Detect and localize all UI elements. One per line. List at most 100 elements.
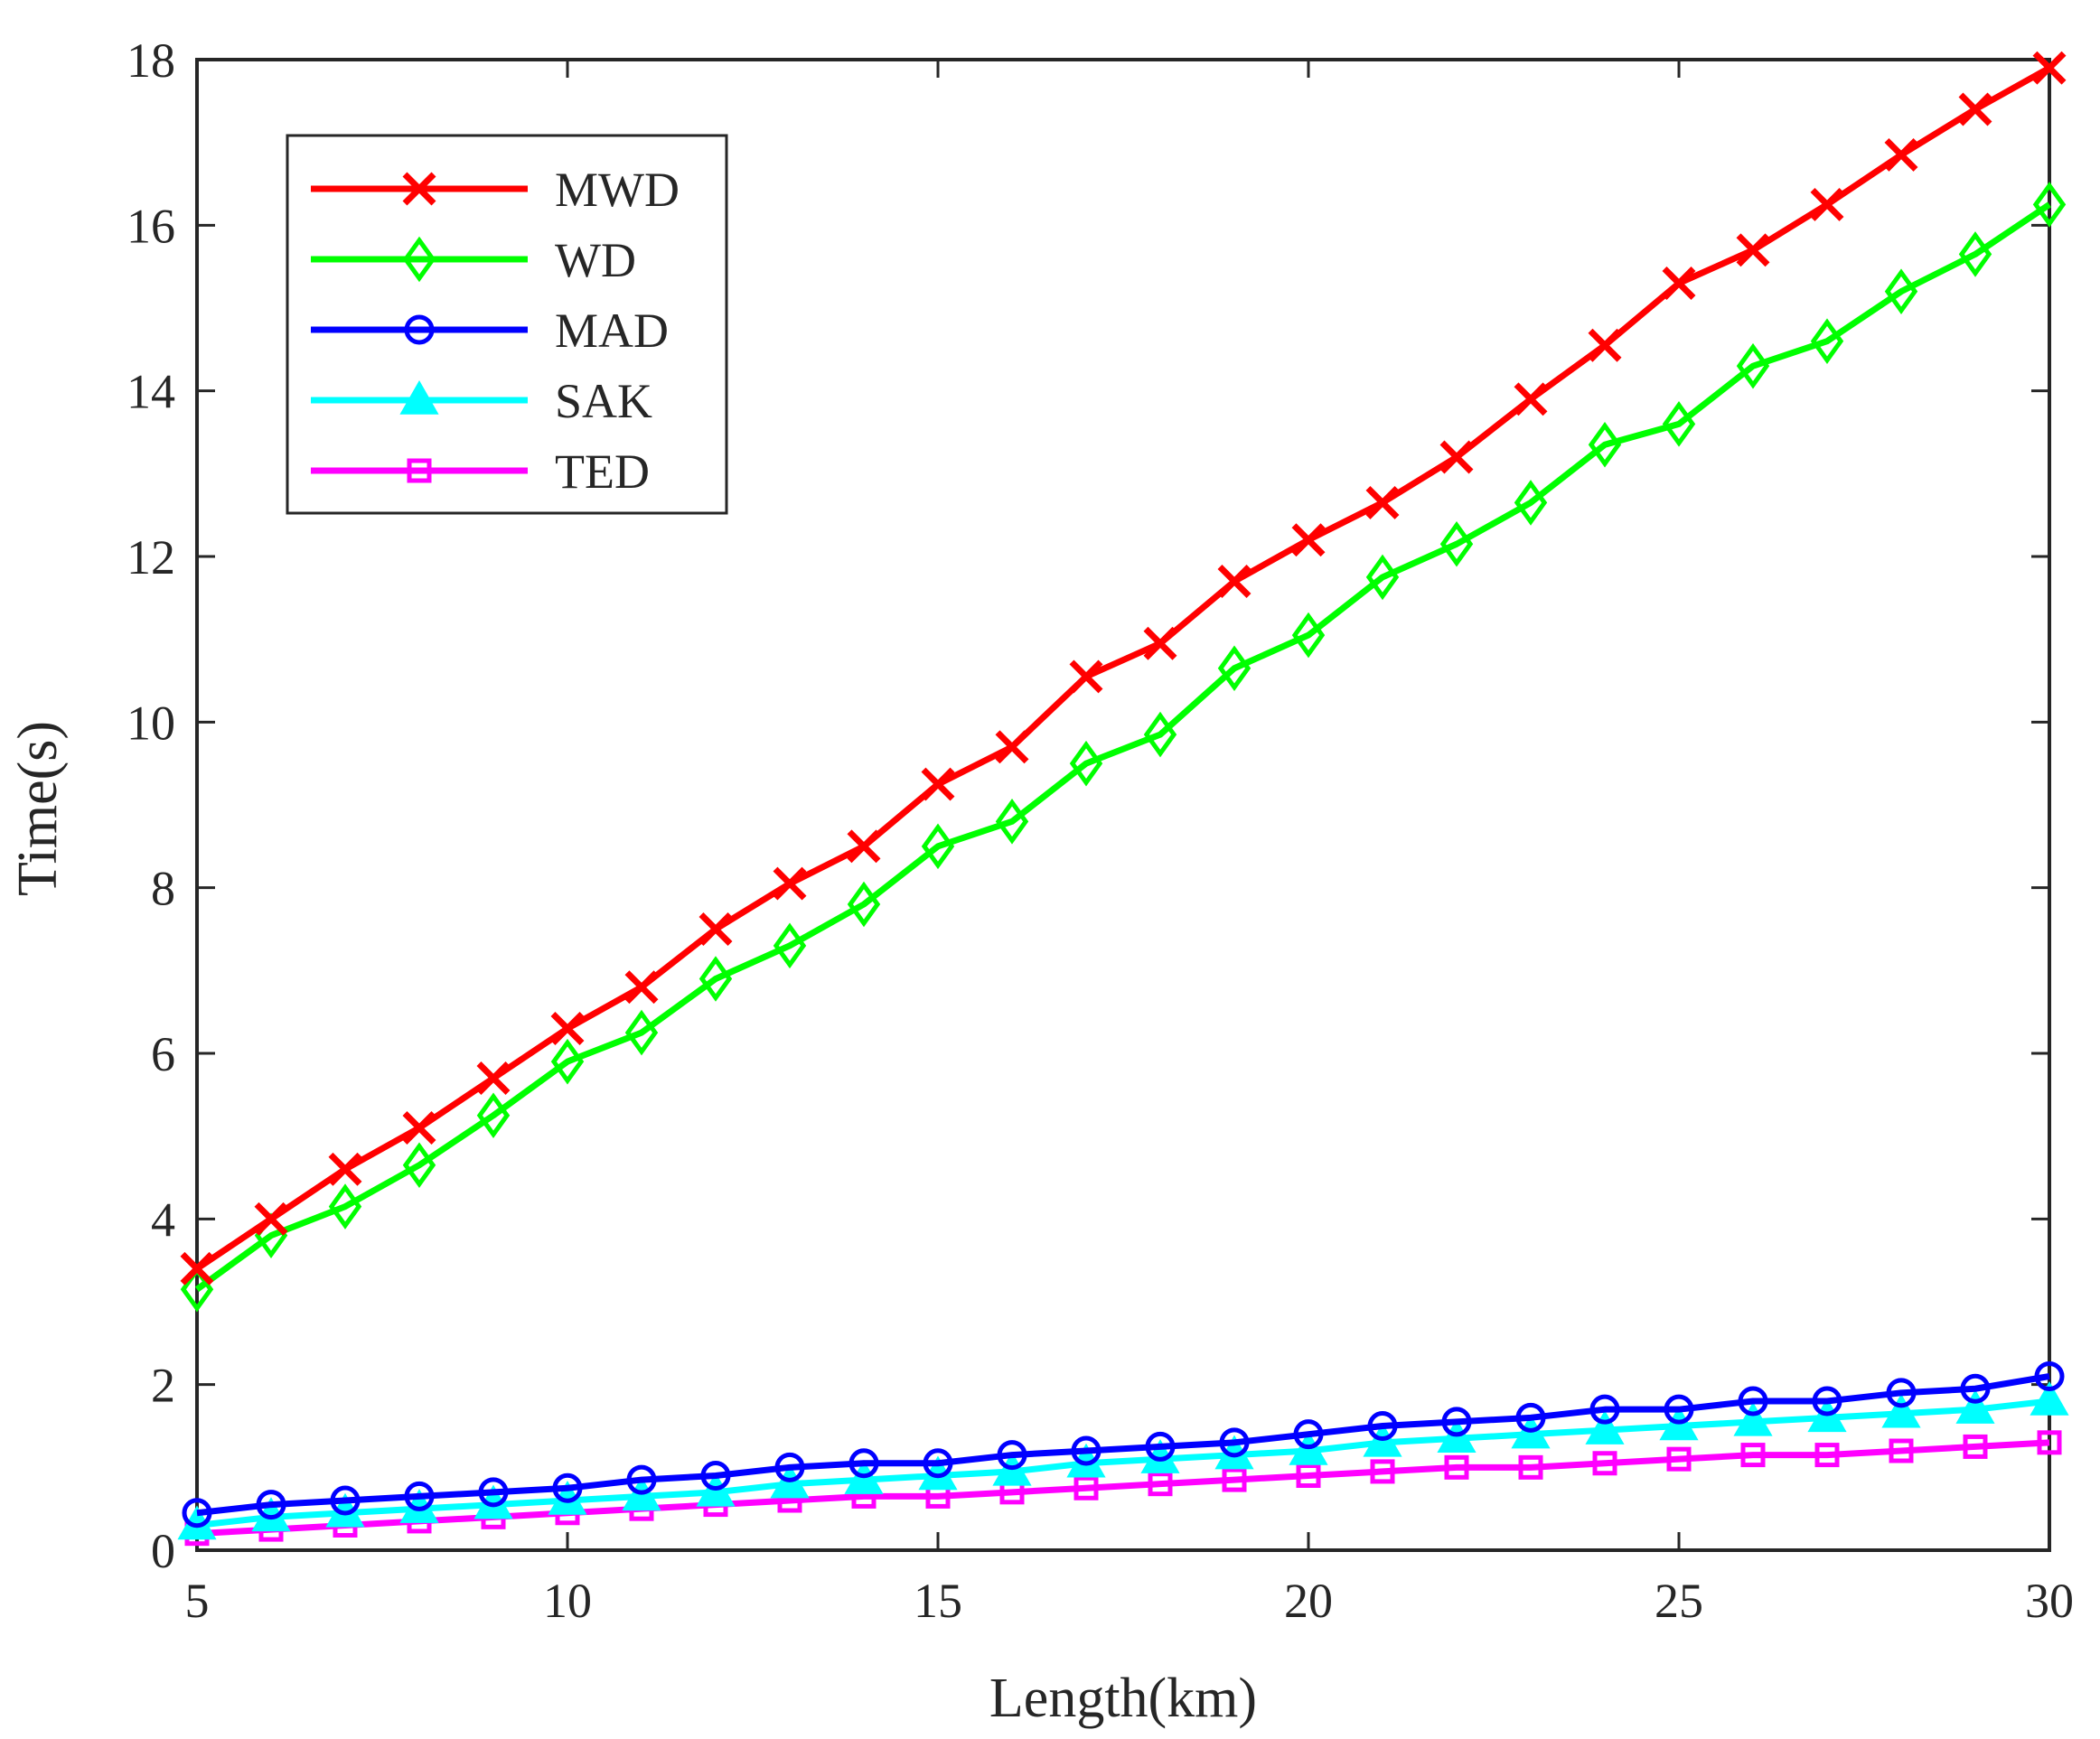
y-tick-label: 12 (127, 530, 175, 584)
data-point-wd (1143, 711, 1177, 758)
data-point-mwd (1588, 328, 1622, 362)
data-point-mad (923, 1448, 953, 1479)
data-point-wd (1439, 520, 1474, 567)
data-point-mad (626, 1464, 657, 1495)
data-point-mad (256, 1490, 286, 1520)
series-sak (177, 1380, 2069, 1540)
data-point-mwd (1958, 92, 1992, 126)
x-tick-label: 30 (2025, 1574, 2074, 1628)
data-point-mwd (1143, 626, 1177, 660)
data-point-ted (1518, 1454, 1543, 1480)
data-point-wd (328, 1183, 362, 1229)
legend-item-mwd: MWD (311, 163, 680, 217)
data-point-mwd (2032, 51, 2067, 85)
y-tick-label: 2 (151, 1359, 175, 1413)
data-point-sak (1733, 1401, 1773, 1436)
data-point-wd (550, 1038, 585, 1085)
legend-marker-wd (402, 236, 436, 283)
data-point-mwd (1736, 233, 1770, 267)
y-tick-label: 6 (151, 1027, 175, 1081)
data-point-mwd (1514, 382, 1548, 416)
legend: MWD WD MAD SAK TED (286, 134, 728, 515)
data-point-mwd (847, 829, 881, 864)
data-point-ted (1814, 1443, 1840, 1468)
x-tick-label: 20 (1284, 1574, 1333, 1628)
data-point-wd (476, 1092, 511, 1139)
data-point-sak (1955, 1389, 1995, 1424)
data-point-ted (1666, 1446, 1692, 1472)
data-point-mwd (773, 866, 807, 901)
data-point-mad (1367, 1411, 1398, 1441)
data-point-mwd (254, 1201, 288, 1236)
data-point-wd (1810, 318, 1844, 364)
series-wd (180, 182, 2067, 1313)
data-point-mad (2034, 1361, 2065, 1391)
data-point-ted (1963, 1434, 1988, 1459)
data-point-mad (1515, 1402, 1546, 1433)
data-point-sak (1585, 1410, 1625, 1444)
legend-marker-ted (407, 458, 432, 483)
data-point-ted (1370, 1459, 1395, 1484)
series-mwd (180, 51, 2067, 1286)
legend-marker-sak (399, 379, 439, 415)
data-point-mwd (1662, 266, 1696, 300)
data-point-ted (2037, 1430, 2062, 1455)
data-point-mwd (1291, 523, 1326, 557)
data-point-mad (1071, 1435, 1102, 1466)
data-point-mwd (698, 912, 733, 946)
data-point-mad (1812, 1386, 1842, 1416)
data-point-wd (1736, 342, 1770, 389)
data-point-wd (921, 823, 955, 870)
y-tick-label: 8 (151, 862, 175, 916)
legend-item-ted: TED (311, 444, 650, 499)
data-point-mwd (550, 1012, 585, 1045)
y-axis-label: Time(s) (7, 721, 69, 896)
data-point-wd (2032, 182, 2067, 228)
y-tick-label: 0 (151, 1524, 175, 1578)
legend-item-wd: WD (311, 233, 636, 287)
data-point-mwd (476, 1061, 511, 1095)
data-point-wd (180, 1266, 214, 1313)
data-point-mwd (995, 730, 1029, 764)
legend-marker-mwd (402, 172, 436, 206)
data-point-mad (774, 1452, 805, 1482)
data-point-mad (1886, 1378, 1917, 1408)
data-point-wd (1069, 740, 1103, 787)
series-layer (177, 51, 2069, 1547)
data-point-mwd (1217, 565, 1252, 598)
legend-label-mad: MAD (555, 304, 669, 358)
legend-label-ted: TED (555, 444, 650, 499)
data-point-mad (182, 1498, 212, 1529)
data-point-wd (1217, 645, 1252, 692)
data-point-sak (1881, 1393, 1921, 1428)
legend-label-wd: WD (555, 233, 636, 287)
data-point-wd (1588, 421, 1622, 468)
data-point-mwd (402, 1111, 436, 1145)
data-point-wd (1662, 401, 1696, 447)
data-point-wd (773, 922, 807, 969)
data-point-ted (1740, 1443, 1766, 1468)
x-tick-label: 5 (185, 1574, 210, 1628)
data-point-mad (1664, 1394, 1694, 1425)
data-point-mwd (1810, 187, 1844, 221)
data-point-mad (330, 1485, 361, 1516)
data-point-mad (1960, 1373, 1991, 1404)
x-tick-label: 15 (914, 1574, 962, 1628)
data-point-mad (997, 1440, 1027, 1471)
data-point-mad (1441, 1407, 1472, 1437)
y-tick-label: 14 (127, 365, 175, 419)
x-tick-label: 25 (1655, 1574, 1703, 1628)
legend-label-sak: SAK (555, 374, 652, 428)
data-point-ted (1148, 1472, 1173, 1497)
data-point-wd (1514, 480, 1548, 526)
data-point-wd (1365, 554, 1400, 601)
x-tick-label: 10 (543, 1574, 592, 1628)
data-point-mad (1589, 1394, 1620, 1425)
data-point-mad (478, 1477, 509, 1508)
y-tick-label: 4 (151, 1192, 175, 1247)
series-line-sak (196, 1398, 2050, 1529)
data-point-mad (1219, 1427, 1250, 1458)
data-point-wd (847, 881, 881, 928)
data-point-mwd (921, 767, 955, 801)
